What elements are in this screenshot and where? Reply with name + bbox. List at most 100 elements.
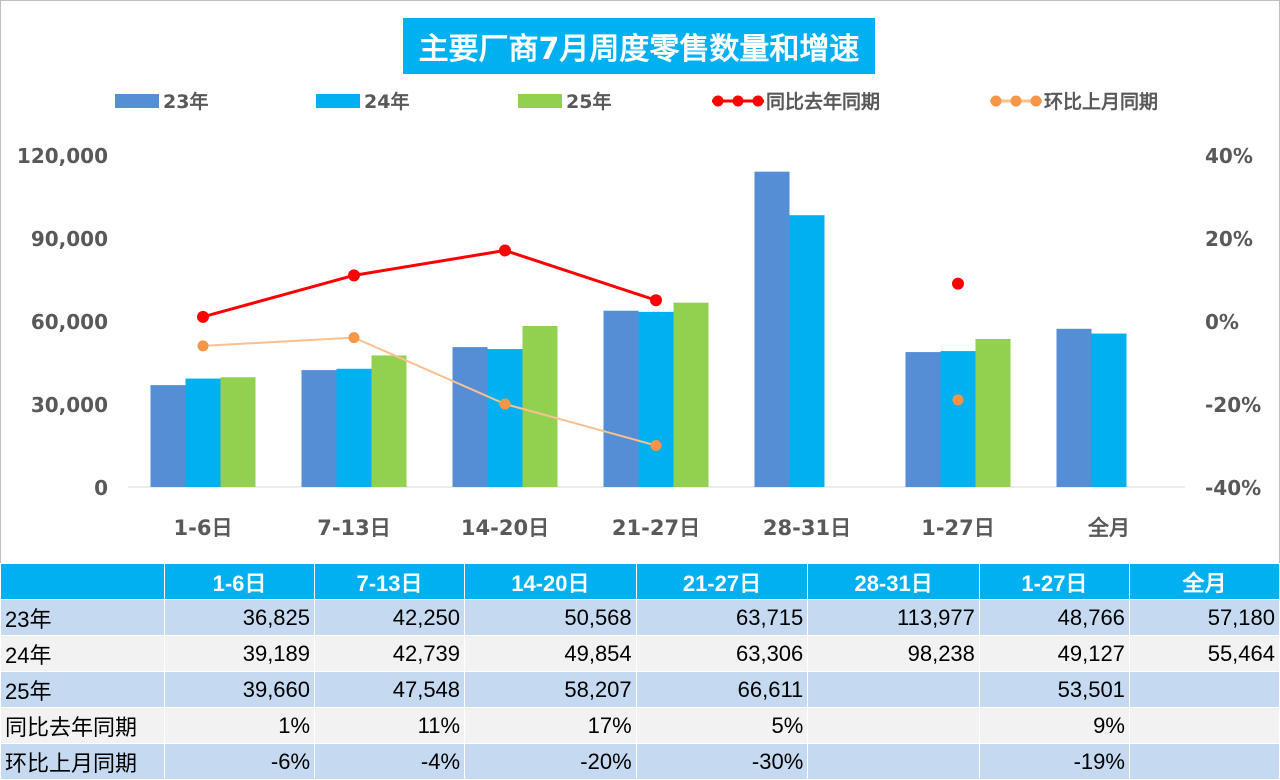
bar-25年 bbox=[975, 338, 1011, 487]
table-header-cell: 1-27日 bbox=[978, 563, 1130, 600]
table-cell: -20% bbox=[464, 743, 637, 780]
line-同比去年同期 bbox=[202, 248, 657, 319]
bar-24年 bbox=[185, 378, 221, 487]
table-cell: -6% bbox=[163, 743, 316, 780]
table-cell: 11% bbox=[314, 707, 466, 744]
chart: 0 30,000 60,000 90,000 120,000 -40% -20% 0% 20% 4… bbox=[17, 90, 1261, 540]
legend-marker-同比去年同期 bbox=[752, 95, 764, 107]
table-header-cell: 21-27日 bbox=[635, 563, 809, 600]
bar-23年 bbox=[301, 370, 337, 487]
table-cell: 57,180 bbox=[1128, 599, 1280, 636]
table-cell: 49,127 bbox=[978, 635, 1130, 672]
table-cell: 39,189 bbox=[163, 635, 316, 672]
table-header-cell: 14-20日 bbox=[464, 563, 637, 600]
table-cell: 50,568 bbox=[464, 599, 637, 636]
left-axis-tick: 30,000 bbox=[31, 393, 108, 417]
table-cell: 17% bbox=[464, 707, 637, 744]
legend-label: 24年 bbox=[364, 90, 409, 113]
bar-23年 bbox=[1056, 328, 1092, 487]
table-cell: 53,501 bbox=[978, 671, 1130, 708]
table-cell: 58,207 bbox=[464, 671, 637, 708]
bar-23年 bbox=[452, 347, 488, 487]
bar-25年 bbox=[673, 302, 709, 487]
x-axis-tick: 7-13日 bbox=[317, 516, 391, 540]
left-axis-tick: 0 bbox=[94, 476, 108, 500]
table-cell: 63,715 bbox=[635, 599, 809, 636]
table-header-cell bbox=[0, 563, 165, 600]
table-cell: 55,464 bbox=[1128, 635, 1280, 672]
table-cell bbox=[807, 743, 980, 780]
table-header-row: 1-6日 7-13日 14-20日 21-27日 28-31日 1-27日 全月 bbox=[0, 563, 1280, 600]
table-cell: -19% bbox=[978, 743, 1130, 780]
left-axis-tick: 60,000 bbox=[31, 310, 108, 334]
table-cell: -4% bbox=[314, 743, 466, 780]
x-axis-tick: 1-27日 bbox=[921, 516, 995, 540]
table-cell bbox=[1128, 671, 1280, 708]
bar-24年 bbox=[336, 368, 372, 487]
table-row: 环比上月同期 -6% -4% -20% -30% -19% bbox=[0, 743, 1280, 780]
legend-marker-环比上月同期 bbox=[990, 95, 1002, 107]
table-cell: 98,238 bbox=[807, 635, 980, 672]
bar-23年 bbox=[150, 385, 186, 487]
table-header-cell: 全月 bbox=[1128, 563, 1280, 600]
right-axis-tick: 20% bbox=[1205, 227, 1253, 251]
table-cell bbox=[1128, 743, 1280, 780]
table-row: 同比去年同期 1% 11% 17% 5% 9% bbox=[0, 707, 1280, 744]
right-axis-tick: -20% bbox=[1205, 393, 1261, 417]
table-row: 23年 36,825 42,250 50,568 63,715 113,977 48,766… bbox=[0, 599, 1280, 636]
row-label: 环比上月同期 bbox=[0, 743, 165, 780]
x-axis-tick: 21-27日 bbox=[612, 516, 700, 540]
point-同比去年同期 bbox=[499, 244, 511, 257]
point-环比上月同期 bbox=[650, 440, 662, 451]
table-cell: -30% bbox=[635, 743, 809, 780]
bar-24年 bbox=[487, 349, 523, 487]
point-环比上月同期 bbox=[197, 340, 209, 352]
right-axis-tick: 40% bbox=[1205, 144, 1253, 168]
bar-24年 bbox=[940, 351, 976, 487]
table-cell: 9% bbox=[978, 707, 1130, 744]
table-header-cell: 28-31日 bbox=[807, 563, 980, 600]
table-cell: 36,825 bbox=[163, 599, 316, 636]
legend-marker-同比去年同期 bbox=[712, 95, 724, 107]
data-table: 1-6日 7-13日 14-20日 21-27日 28-31日 1-27日 全月 23年 36… bbox=[0, 563, 1280, 780]
bar-24年 bbox=[1091, 333, 1127, 487]
right-axis-tick: -40% bbox=[1205, 476, 1261, 500]
x-axis-tick: 14-20日 bbox=[461, 516, 549, 540]
bar-25年 bbox=[522, 325, 558, 487]
table-cell: 5% bbox=[635, 707, 809, 744]
legend-swatch-25年 bbox=[518, 94, 562, 108]
point-环比上月同期 bbox=[348, 332, 360, 344]
legend-label: 同比去年同期 bbox=[766, 90, 880, 113]
bar-25年 bbox=[371, 355, 407, 487]
table-cell: 48,766 bbox=[978, 599, 1130, 636]
table-row: 24年 39,189 42,739 49,854 63,306 98,238 49,127 5… bbox=[0, 635, 1280, 672]
row-label: 23年 bbox=[0, 599, 165, 636]
table-cell: 42,739 bbox=[314, 635, 466, 672]
chart-title: 主要厂商7月周度零售数量和增速 bbox=[403, 18, 875, 74]
legend-label: 环比上月同期 bbox=[1044, 91, 1158, 113]
table-row: 25年 39,660 47,548 58,207 66,611 53,501 bbox=[0, 671, 1280, 708]
point-环比上月同期 bbox=[499, 398, 511, 410]
table-cell: 113,977 bbox=[807, 599, 980, 636]
point-同比去年同期 bbox=[952, 277, 964, 290]
row-label: 25年 bbox=[0, 671, 165, 708]
table-header-cell: 7-13日 bbox=[314, 563, 466, 600]
bar-23年 bbox=[603, 310, 639, 487]
point-环比上月同期 bbox=[952, 394, 964, 406]
legend-label: 25年 bbox=[566, 90, 611, 113]
row-label: 24年 bbox=[0, 635, 165, 672]
legend-swatch-24年 bbox=[316, 94, 360, 108]
left-axis-tick: 120,000 bbox=[17, 144, 108, 168]
table-cell: 63,306 bbox=[635, 635, 809, 672]
line-环比上月同期 bbox=[202, 336, 657, 447]
bar-24年 bbox=[789, 215, 825, 488]
point-同比去年同期 bbox=[348, 269, 360, 282]
table-cell: 49,854 bbox=[464, 635, 637, 672]
table-cell: 1% bbox=[163, 707, 316, 744]
bar-25年 bbox=[220, 377, 256, 487]
point-同比去年同期 bbox=[650, 294, 662, 307]
x-axis-tick: 全月 bbox=[1087, 516, 1130, 540]
table-cell: 66,611 bbox=[635, 671, 809, 708]
legend-marker-环比上月同期 bbox=[1010, 95, 1022, 107]
table-cell: 42,250 bbox=[314, 599, 466, 636]
